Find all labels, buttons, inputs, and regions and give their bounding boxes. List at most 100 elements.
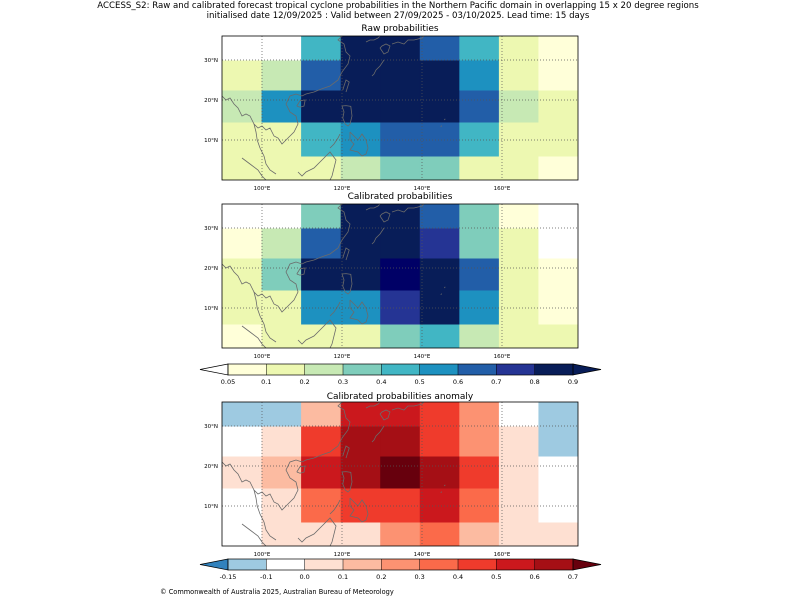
colorbar-tick-label: 0.9 bbox=[568, 378, 578, 386]
colorbar-swatch bbox=[343, 364, 382, 375]
coastline-segment bbox=[241, 325, 267, 348]
heatmap-cell bbox=[419, 506, 460, 523]
coastline-segment bbox=[297, 319, 337, 348]
colorbar-tick-label: 0.6 bbox=[453, 378, 463, 386]
coastline-segment bbox=[296, 99, 306, 108]
heatmap-cell bbox=[261, 156, 302, 180]
heatmap-cell bbox=[301, 456, 342, 489]
coastline-segment bbox=[222, 402, 351, 511]
heatmap-cell bbox=[301, 488, 342, 507]
heatmap-cell bbox=[261, 36, 302, 61]
heatmap-cell bbox=[380, 258, 421, 291]
colorbar-swatch bbox=[228, 364, 267, 375]
coastline-segment bbox=[241, 157, 267, 180]
heatmap-cell bbox=[419, 426, 460, 439]
heatmap-cell bbox=[261, 522, 302, 546]
heatmap-cell bbox=[538, 240, 578, 259]
heatmap-cell bbox=[419, 290, 460, 309]
heatmap-cell bbox=[340, 90, 381, 123]
heatmap-cell bbox=[261, 438, 302, 457]
heatmap-cell bbox=[419, 456, 460, 489]
heatmap-cell bbox=[222, 122, 263, 141]
heatmap-cell bbox=[380, 90, 421, 123]
heatmap-cell bbox=[301, 60, 342, 73]
heatmap-cell bbox=[380, 122, 421, 141]
coastline-segment bbox=[440, 491, 442, 494]
coastline-segment bbox=[391, 402, 425, 411]
heatmap-cell bbox=[459, 228, 500, 241]
heatmap-cell bbox=[498, 290, 539, 309]
colorbar-swatch bbox=[266, 559, 305, 570]
coastline-segment bbox=[371, 425, 385, 443]
heatmap-cell bbox=[538, 488, 578, 507]
heatmap-cell bbox=[340, 438, 381, 457]
panel-title: Calibrated probabilities bbox=[348, 192, 453, 202]
gridlines bbox=[222, 36, 578, 180]
heatmap-cell bbox=[261, 72, 302, 91]
heatmap-cell bbox=[380, 72, 421, 91]
lat-tick-label: 30°N bbox=[204, 226, 218, 232]
heatmap-cell bbox=[419, 308, 460, 325]
lon-tick-label: 100°E bbox=[254, 552, 271, 558]
lat-tick-label: 10°N bbox=[204, 306, 218, 312]
coastline-segment bbox=[341, 471, 353, 493]
heatmap-cell bbox=[538, 456, 578, 489]
heatmap-cell bbox=[538, 308, 578, 325]
coastline-segment bbox=[222, 36, 351, 145]
coastline-segment bbox=[296, 465, 306, 474]
lon-tick-label: 100°E bbox=[254, 186, 271, 192]
coastline-segment bbox=[444, 484, 446, 487]
lon-tick-label: 120°E bbox=[334, 354, 351, 360]
lat-tick-label: 30°N bbox=[204, 424, 218, 430]
heatmap-cell bbox=[498, 60, 539, 73]
heatmap-cell bbox=[340, 156, 381, 180]
heatmap-cell bbox=[459, 60, 500, 73]
heatmap-cell bbox=[498, 36, 539, 61]
heatmap-cell bbox=[261, 324, 302, 348]
colorbar-tick-label: 0.0 bbox=[299, 573, 309, 581]
colorbar-swatch bbox=[228, 559, 267, 570]
colorbar-swatch bbox=[381, 559, 420, 570]
heatmap-cell bbox=[301, 426, 342, 439]
heatmap-cell bbox=[380, 60, 421, 73]
lon-tick-label: 140°E bbox=[414, 186, 431, 192]
heatmap-cell bbox=[261, 140, 302, 157]
heatmap-cell bbox=[538, 522, 578, 546]
colorbar-tick-label: -0.15 bbox=[220, 573, 237, 581]
heatmap-cell bbox=[498, 90, 539, 123]
heatmap-cell bbox=[459, 324, 500, 348]
heatmap-cell bbox=[498, 240, 539, 259]
heatmap-cell bbox=[538, 228, 578, 241]
coastline-segment bbox=[440, 293, 442, 296]
heatmap-cell bbox=[340, 140, 381, 157]
heatmap-cell bbox=[459, 290, 500, 309]
heatmap-cell bbox=[261, 122, 302, 141]
heatmap-cell bbox=[498, 258, 539, 291]
probability-colorbar: 0.05 0.1 0.2 0.3 0.4 0.5 0.6 0.7 0.8 0.9 bbox=[199, 363, 602, 386]
heatmap-cell bbox=[380, 290, 421, 309]
heatmap-cell bbox=[538, 258, 578, 291]
lon-tick-label: 160°E bbox=[494, 186, 511, 192]
coastline-segment bbox=[440, 125, 442, 128]
lat-tick-label: 30°N bbox=[204, 58, 218, 64]
heatmap-cell bbox=[340, 290, 381, 309]
heatmap-cell bbox=[261, 488, 302, 507]
heatmap-cell bbox=[301, 90, 342, 123]
coastline-segment bbox=[371, 227, 385, 245]
heatmap-cell bbox=[340, 122, 381, 141]
anomaly-colorbar: -0.15 -0.1 0.0 0.1 0.2 0.3 0.4 0.5 0.6 0.7 bbox=[199, 558, 602, 581]
heatmap-cell bbox=[538, 324, 578, 348]
heatmap-cell bbox=[419, 72, 460, 91]
colorbar-swatch bbox=[458, 364, 497, 375]
heatmap-cell bbox=[538, 90, 578, 123]
colorbar-tick-label: 0.4 bbox=[453, 573, 463, 581]
heatmap-cell bbox=[380, 240, 421, 259]
colorbar-tick-label: 0.2 bbox=[299, 378, 309, 386]
colorbar-swatch bbox=[343, 559, 382, 570]
heatmap-cell bbox=[261, 90, 302, 123]
heatmap-cell bbox=[380, 456, 421, 489]
heatmap-cell bbox=[261, 60, 302, 73]
colorbar-swatch bbox=[534, 559, 574, 570]
heatmap-cell bbox=[380, 308, 421, 325]
